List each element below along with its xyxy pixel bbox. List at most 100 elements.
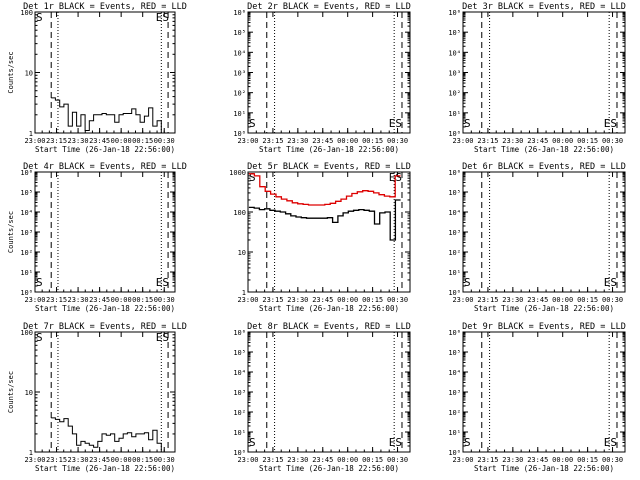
x-tick-label: 00:00 (337, 137, 358, 145)
plot-frame (34, 11, 176, 134)
series-line-2 (248, 199, 401, 241)
x-tick-label: 23:00 (452, 296, 473, 304)
series-line-1 (51, 97, 162, 133)
x-tick-label: 00:00 (111, 137, 132, 145)
chart-panel-5: Det 5r BLACK = Events, RED = LLD 1 10 100 10… (229, 162, 411, 313)
start-marker: S (464, 117, 471, 130)
x-axis-label: Start Time (26-Jan-18 22:56:00) (35, 145, 175, 154)
x-tick-label: 00:00 (552, 296, 573, 304)
x-tick-label: 00:15 (362, 296, 383, 304)
x-tick-label: 00:30 (602, 456, 623, 464)
series-line-1 (51, 417, 162, 452)
y-tick-label: 10⁶ (233, 329, 246, 337)
y-tick-label: 10² (233, 90, 246, 98)
y-tick-label: 10² (20, 249, 33, 257)
chart-title: Det 6r BLACK = Events, RED = LLD (462, 162, 626, 172)
y-tick-label: 10³ (233, 389, 246, 397)
y-tick-label: 10⁴ (233, 369, 246, 377)
y-tick-label: 10¹ (20, 269, 33, 277)
end-marker: ES (156, 331, 169, 344)
start-marker: S (36, 276, 43, 289)
x-tick-label: 23:15 (46, 456, 67, 464)
x-tick-label: 23:15 (477, 296, 498, 304)
chart-title: Det 2r BLACK = Events, RED = LLD (247, 2, 411, 12)
y-tick-label: 10⁰ (233, 449, 246, 457)
y-tick-label: 10⁰ (448, 449, 461, 457)
y-tick-label: 10³ (448, 229, 461, 237)
x-axis-label: Start Time (26-Jan-18 22:56:00) (259, 145, 399, 154)
x-tick-label: 00:00 (552, 456, 573, 464)
y-tick-label: 10⁵ (233, 349, 246, 357)
x-tick-label: 00:00 (111, 296, 132, 304)
plot-frame (247, 331, 411, 453)
x-tick-label: 23:30 (287, 137, 308, 145)
y-tick-label: 10⁶ (448, 9, 461, 17)
chart-panel-8: Det 8r BLACK = Events, RED = LLD 10⁰ 10¹ 10… (233, 322, 411, 473)
end-marker: ES (604, 117, 617, 130)
x-tick-label: 00:30 (602, 296, 623, 304)
chart-panel-6: Det 6r BLACK = Events, RED = LLD 10⁰ 10¹ 10… (448, 162, 626, 313)
y-tick-label: 10³ (233, 70, 246, 78)
x-tick-label: 23:30 (287, 296, 308, 304)
series-line-1 (248, 173, 401, 206)
start-marker: S (464, 276, 471, 289)
x-tick-label: 00:30 (154, 296, 175, 304)
y-tick-label: 10⁰ (233, 130, 246, 138)
x-tick-label: 23:30 (68, 296, 89, 304)
start-marker: S (36, 11, 43, 24)
x-tick-label: 23:15 (46, 296, 67, 304)
end-marker: ES (156, 11, 169, 24)
x-axis-label: Start Time (26-Jan-18 22:56:00) (474, 304, 614, 313)
start-marker: S (249, 117, 256, 130)
y-tick-label: 10⁶ (20, 169, 33, 177)
x-tick-label: 00:15 (577, 296, 598, 304)
y-tick-label: 10⁴ (448, 369, 461, 377)
plot-frame (247, 11, 411, 134)
y-tick-label: 10⁵ (448, 349, 461, 357)
y-tick-label: 10⁰ (448, 289, 461, 297)
x-axis-label: Start Time (26-Jan-18 22:56:00) (259, 304, 399, 313)
x-axis-label: Start Time (26-Jan-18 22:56:00) (474, 464, 614, 473)
chart-panel-4: Det 4r BLACK = Events, RED = LLD 10⁰ 10¹ 10… (7, 162, 187, 313)
x-tick-label: 23:15 (262, 296, 283, 304)
y-tick-label: 10⁴ (448, 209, 461, 217)
x-tick-label: 00:15 (577, 456, 598, 464)
y-tick-label: 10 (25, 70, 33, 78)
x-tick-label: 00:30 (602, 137, 623, 145)
x-tick-label: 23:15 (262, 137, 283, 145)
x-tick-label: 00:15 (132, 456, 153, 464)
x-tick-label: 23:15 (46, 137, 67, 145)
x-tick-label: 23:45 (312, 296, 333, 304)
y-tick-label: 10² (448, 90, 461, 98)
y-tick-label: 100 (233, 209, 246, 217)
chart-panel-7: Det 7r BLACK = Events, RED = LLD 1 10 100 23… (7, 322, 187, 473)
chart-panel-1: Det 1r BLACK = Events, RED = LLD 1 10 100 23… (7, 2, 187, 154)
x-tick-label: 00:15 (577, 137, 598, 145)
x-tick-label: 00:30 (154, 456, 175, 464)
y-tick-label: 10 (25, 389, 33, 397)
start-marker: S (464, 436, 471, 449)
y-tick-label: 10⁴ (20, 209, 33, 217)
x-axis-label: Start Time (26-Jan-18 22:56:00) (35, 304, 175, 313)
y-tick-label: 10³ (448, 70, 461, 78)
y-tick-label: 10⁶ (448, 169, 461, 177)
x-tick-label: 00:30 (387, 137, 408, 145)
x-tick-label: 23:30 (287, 456, 308, 464)
y-tick-label: 10⁰ (448, 130, 461, 138)
x-tick-label: 23:00 (24, 296, 45, 304)
x-tick-label: 23:00 (24, 137, 45, 145)
x-tick-label: 00:15 (132, 137, 153, 145)
y-tick-label: 100 (20, 9, 33, 17)
x-tick-label: 00:30 (387, 456, 408, 464)
start-marker: S (249, 436, 256, 449)
chart-title: Det 1r BLACK = Events, RED = LLD (23, 2, 187, 12)
plot-frame (462, 11, 626, 134)
x-tick-label: 00:15 (362, 456, 383, 464)
y-tick-label: 10⁴ (448, 49, 461, 57)
x-tick-label: 23:30 (502, 137, 523, 145)
x-tick-label: 23:15 (477, 137, 498, 145)
x-tick-label: 23:30 (502, 456, 523, 464)
y-tick-label: 10³ (20, 229, 33, 237)
x-tick-label: 00:15 (132, 296, 153, 304)
